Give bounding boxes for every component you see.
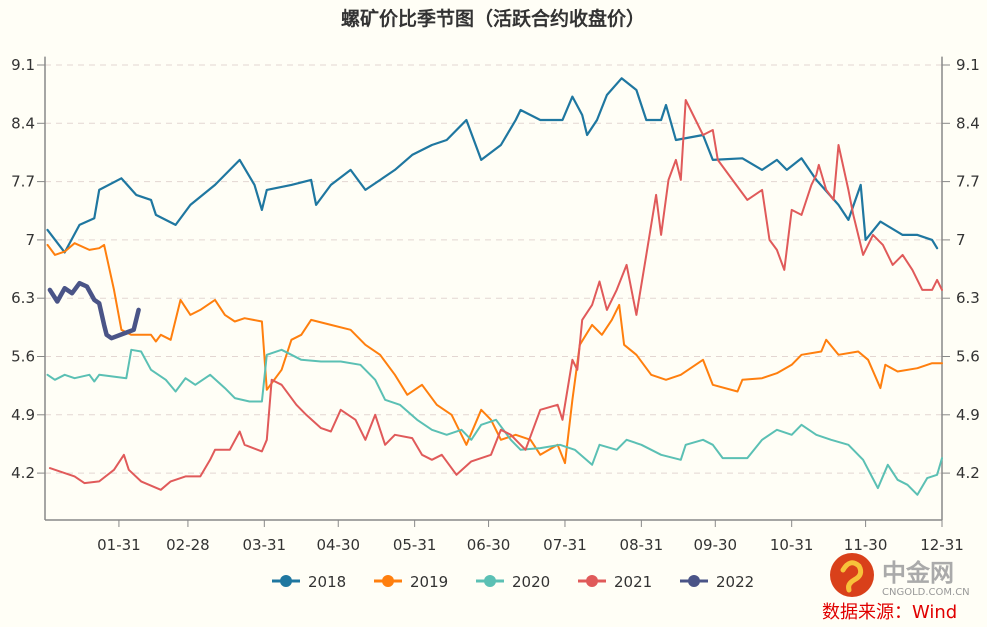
y-tick-label-right: 7.7 xyxy=(956,173,980,191)
y-tick-label-left: 7 xyxy=(25,231,35,249)
series-line-2022 xyxy=(47,280,141,341)
legend-label-2021: 2021 xyxy=(614,573,652,591)
legend-label-2019: 2019 xyxy=(410,573,448,591)
legend-marker-2021 xyxy=(586,575,598,587)
y-tick-label-right: 4.9 xyxy=(956,406,980,424)
y-tick-label-left: 7.7 xyxy=(11,173,35,191)
y-tick-label-left: 4.9 xyxy=(11,406,35,424)
x-tick-label: 02-28 xyxy=(166,536,210,554)
y-tick-label-right: 4.2 xyxy=(956,464,980,482)
y-tick-label-left: 5.6 xyxy=(11,348,35,366)
y-tick-label-left: 9.1 xyxy=(11,56,35,74)
y-tick-label-left: 4.2 xyxy=(11,464,35,482)
series-line-2020 xyxy=(46,348,943,496)
x-tick-label: 05-31 xyxy=(393,536,437,554)
x-tick-label: 01-31 xyxy=(97,536,141,554)
series-line-2019 xyxy=(46,242,943,465)
x-tick-label: 12-31 xyxy=(920,536,964,554)
series-line-2021 xyxy=(48,99,943,491)
legend-marker-2018 xyxy=(280,575,292,587)
watermark-site: CNGOLD.COM.CN xyxy=(882,587,970,598)
legend-label-2022: 2022 xyxy=(716,573,754,591)
y-tick-label-right: 6.3 xyxy=(956,289,980,307)
watermark-logo: 中金网 CNGOLD.COM.CN xyxy=(830,553,970,598)
series-lines xyxy=(46,77,943,496)
y-tick-label-right: 7 xyxy=(956,231,966,249)
chart-title: 螺矿价比季节图（活跃合约收盘价） xyxy=(341,7,645,30)
x-tick-label: 03-31 xyxy=(243,536,287,554)
y-tick-label-left: 6.3 xyxy=(11,289,35,307)
logo-emblem-icon xyxy=(830,553,874,597)
legend-marker-2019 xyxy=(382,575,394,587)
legend-label-2020: 2020 xyxy=(512,573,550,591)
x-tick-label: 04-30 xyxy=(316,536,360,554)
legend: 2018 2019 2020 2021 2022 xyxy=(272,573,754,591)
x-tick-label: 06-30 xyxy=(467,536,511,554)
legend-marker-2020 xyxy=(484,575,496,587)
data-source: 数据来源：Wind xyxy=(822,602,957,623)
y-tick-label-right: 5.6 xyxy=(956,348,980,366)
series-line-2018 xyxy=(46,77,939,254)
y-tick-label-right: 9.1 xyxy=(956,56,980,74)
axes: 9.1 9.1 8.4 8.4 7.7 7.7 7 7 6.3 6.3 5.6 5.6 4.9 4.9 4.… xyxy=(11,56,980,554)
watermark-brand: 中金网 xyxy=(882,559,954,587)
legend-marker-2022 xyxy=(688,575,700,587)
legend-label-2018: 2018 xyxy=(308,573,346,591)
x-tick-label: 08-31 xyxy=(620,536,664,554)
y-tick-label-left: 8.4 xyxy=(11,114,35,132)
x-tick-label: 10-31 xyxy=(770,536,814,554)
x-tick-label: 07-31 xyxy=(543,536,587,554)
y-tick-label-right: 8.4 xyxy=(956,114,980,132)
x-tick-label: 11-30 xyxy=(844,536,888,554)
x-tick-label: 09-30 xyxy=(693,536,737,554)
